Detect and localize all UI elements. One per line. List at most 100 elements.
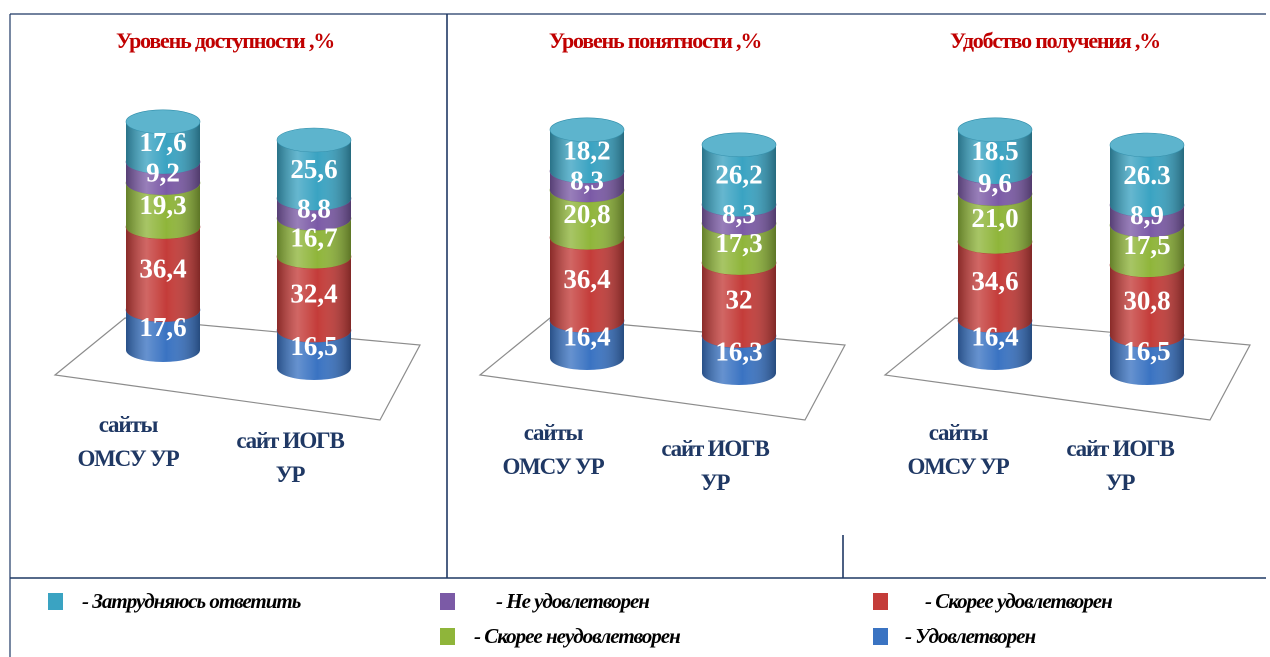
- bar-segment-shading: [1110, 265, 1184, 348]
- bar-segment-shading: [550, 129, 624, 184]
- data-label: 26.3: [1123, 160, 1170, 190]
- bar-segment-cap: [701, 132, 777, 158]
- data-label: 16,5: [1123, 336, 1170, 366]
- data-label: 18,2: [563, 136, 610, 166]
- bar-segment-shading: [1110, 145, 1184, 217]
- legend-swatch: [440, 593, 455, 610]
- chart-panel-1: Уровень доступности ,%17,636,419,39,217,…: [53, 28, 421, 487]
- floor-plane: [478, 317, 846, 421]
- legend-item-dont-know: - Затрудняюсь ответить: [48, 589, 302, 613]
- stacked-cylinder-2: 16,5 30,8 17,58,9 26.3: [1109, 132, 1185, 385]
- bar-segment-shading: [550, 171, 624, 203]
- chart-title: Уровень понятности ,%: [549, 28, 761, 53]
- bar-segment-shading: [277, 218, 351, 269]
- bar-segment-shading: [702, 335, 776, 385]
- bar-segment-cap: [276, 127, 352, 153]
- floor-plane: [53, 317, 421, 421]
- bar-segment-shading: [702, 223, 776, 275]
- bar-segment-shading: [958, 193, 1032, 254]
- legend-item-satisfied: - Удовлетворен: [873, 624, 1036, 648]
- bar-segment-shading: [958, 320, 1032, 370]
- data-label: 16,3: [715, 336, 762, 366]
- data-label: 17,6: [139, 312, 186, 342]
- bar-segment-shading: [1110, 225, 1184, 278]
- data-label: 17,5: [1123, 230, 1170, 260]
- category-label: сайты ОМСУ УР: [502, 420, 604, 479]
- category-label: сайты ОМСУ УР: [907, 420, 1009, 479]
- bar-segment-shading: [702, 204, 776, 236]
- stacked-cylinder-2: 16,5 32,4 16,78,8 25,6: [276, 127, 352, 380]
- category-label: сайты ОМСУ УР: [77, 412, 179, 471]
- data-label: 16,7: [290, 222, 337, 252]
- bar-segment-shading: [126, 309, 200, 362]
- bar-segment-shading: [126, 226, 200, 322]
- panel-frame: [9, 13, 1266, 657]
- bar-segment-shading: [277, 256, 351, 343]
- data-label: 17,6: [139, 127, 186, 157]
- bar-segment-shading: [702, 262, 776, 348]
- data-label: 16,5: [290, 331, 337, 361]
- legend-label: - Не удовлетворен: [496, 589, 649, 613]
- bar-segment-shading: [1110, 204, 1184, 238]
- legend-label: - Удовлетворен: [905, 624, 1035, 648]
- data-label: 34,6: [971, 266, 1018, 296]
- bar-segment-cap: [957, 117, 1033, 143]
- data-label: 8,8: [297, 193, 331, 223]
- data-label: 9,6: [978, 168, 1012, 198]
- data-label: 30,8: [1123, 285, 1170, 315]
- data-label: 32,4: [290, 278, 337, 308]
- legend-swatch: [873, 628, 888, 645]
- legend-label: - Затрудняюсь ответить: [82, 589, 301, 613]
- bar-segment-cap: [1109, 132, 1185, 158]
- data-label: 20,8: [563, 199, 610, 229]
- legend-swatch: [873, 593, 888, 610]
- data-label: 36,4: [563, 264, 610, 294]
- legend-item-rather-not-satisfied: - Скорее неудовлетворен: [440, 624, 681, 648]
- bar-segment-shading: [126, 182, 200, 239]
- legend-label: - Скорее неудовлетворен: [474, 624, 680, 648]
- stacked-cylinder-2: 16,3 32 17,38,3 26,2: [701, 132, 777, 385]
- data-label: 25,6: [290, 154, 337, 184]
- legend-label: - Скорее удовлетворен: [925, 589, 1112, 613]
- data-label: 32: [726, 284, 753, 314]
- data-label: 21,0: [971, 203, 1018, 233]
- chart-panel-2: Уровень понятности ,%16,436,420,88,318,2…: [478, 28, 846, 495]
- category-label: сайт ИОГВ УР: [236, 428, 344, 487]
- category-label: сайт ИОГВ УР: [1066, 436, 1174, 495]
- chart-title: Удобство получения ,%: [950, 28, 1160, 53]
- data-label: 18.5: [971, 136, 1018, 166]
- bar-segment-shading: [126, 161, 200, 195]
- bar-segment-shading: [550, 190, 624, 250]
- data-label: 8,3: [722, 199, 756, 229]
- bar-segment-shading: [550, 237, 624, 333]
- bar-segment-shading: [958, 171, 1032, 206]
- legend-item-not-satisfied: - Не удовлетворен: [440, 589, 650, 613]
- legend-item-rather-satisfied: - Скорее удовлетворен: [873, 589, 1113, 613]
- bar-segment-shading: [277, 330, 351, 380]
- data-label: 16,4: [971, 321, 1018, 351]
- bar-segment-shading: [277, 198, 351, 231]
- chart-panel-3: Удобство получения ,% 16,4 34,6 21,0 9,618.5…: [883, 28, 1251, 495]
- data-label: 8,3: [570, 166, 604, 196]
- floor-plane: [883, 317, 1251, 421]
- bar-segment-shading: [702, 144, 776, 217]
- bar-segment-shading: [958, 241, 1032, 333]
- stacked-cylinder-1: 16,4 36,4 20,88,318,2: [549, 117, 625, 370]
- legend-swatch: [48, 593, 63, 610]
- bar-segment-cap: [549, 117, 625, 143]
- bar-segment-cap: [125, 109, 201, 135]
- bar-segment-shading: [277, 140, 351, 211]
- bar-segment-shading: [1110, 335, 1184, 385]
- bar-segment-shading: [550, 320, 624, 370]
- data-label: 16,4: [563, 321, 610, 351]
- stacked-cylinder-1: 16,4 34,6 21,0 9,618.5: [957, 117, 1033, 370]
- bar-segment-shading: [958, 129, 1032, 184]
- data-label: 19,3: [139, 190, 186, 220]
- data-label: 26,2: [715, 160, 762, 190]
- legend: - Затрудняюсь ответить - Не удовлетворен -…: [48, 589, 1113, 648]
- data-label: 8,9: [1130, 200, 1164, 230]
- legend-swatch: [440, 628, 455, 645]
- data-label: 36,4: [139, 253, 186, 283]
- bar-segment-shading: [126, 121, 200, 174]
